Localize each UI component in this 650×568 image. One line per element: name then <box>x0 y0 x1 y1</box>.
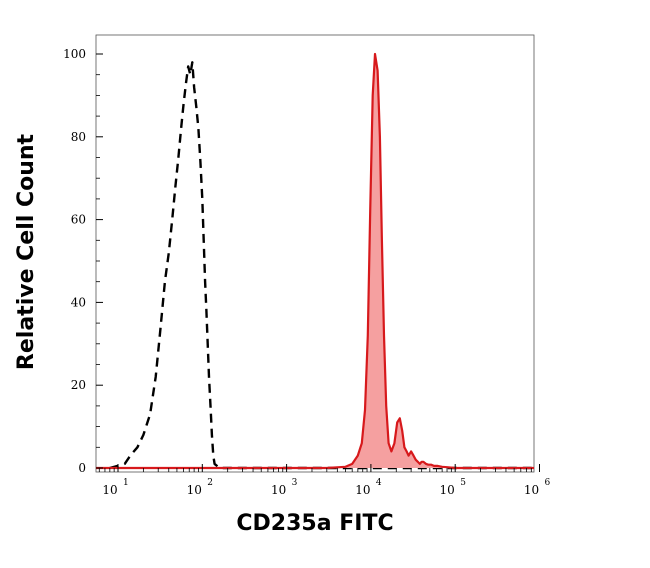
series-1-line <box>96 52 534 470</box>
y-tick-label: 20 <box>71 378 86 392</box>
x-tick-exponent: 6 <box>545 478 551 488</box>
y-axis: 0 20 40 60 80 100 <box>63 47 103 475</box>
x-axis: 10 1 10 2 10 3 10 4 10 5 10 6 <box>98 464 551 497</box>
series-1-area <box>96 54 534 468</box>
x-tick-label: 10 <box>271 483 286 497</box>
y-tick-label: 80 <box>71 130 86 144</box>
x-axis-title: CD235a FITC <box>236 511 393 536</box>
x-tick-label: 10 <box>102 483 117 497</box>
y-tick-label: 0 <box>78 461 86 475</box>
x-tick-label: 10 <box>187 483 202 497</box>
x-tick-label: 10 <box>524 483 539 497</box>
plot-frame <box>95 34 535 473</box>
y-tick-label: 100 <box>63 47 86 61</box>
y-tick-label: 60 <box>71 213 86 227</box>
y-tick-label: 40 <box>71 295 86 309</box>
x-tick-label: 10 <box>440 483 455 497</box>
x-tick-label: 10 <box>355 483 370 497</box>
x-tick-exponent: 4 <box>376 478 382 488</box>
x-tick-exponent: 1 <box>123 478 129 488</box>
y-axis-title: Relative Cell Count <box>14 133 39 370</box>
series-layer <box>96 52 534 470</box>
x-tick-exponent: 2 <box>207 478 213 488</box>
series-0-line <box>109 61 534 470</box>
x-tick-exponent: 5 <box>460 478 466 488</box>
x-tick-exponent: 3 <box>292 478 298 488</box>
